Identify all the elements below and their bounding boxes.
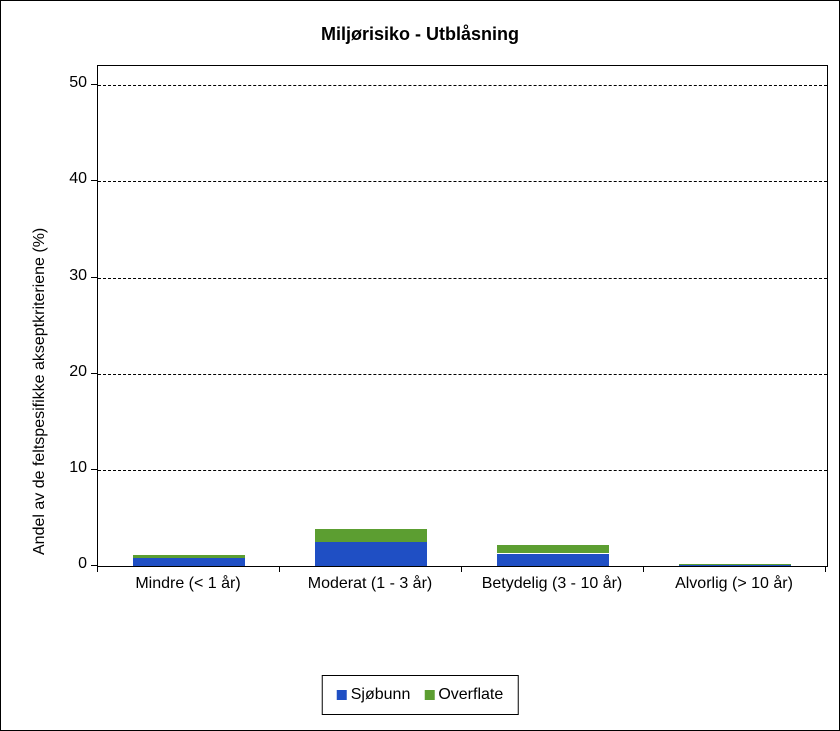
gridline [98,374,827,375]
y-axis-label: Andel av de feltspesifikke akseptkriteri… [31,228,49,555]
bar-sjøbunn [315,542,427,566]
x-tick-mark [461,566,462,572]
x-tick-label: Alvorlig (> 10 år) [643,575,825,593]
chart-container: Miljørisiko - Utblåsning01020304050Andel… [0,0,840,731]
gridline [98,470,827,471]
y-tick-mark [91,373,97,374]
x-tick-mark [643,566,644,572]
legend-label: Sjøbunn [351,686,411,704]
bar-overflate [679,564,791,565]
legend-item: Sjøbunn [337,686,411,704]
y-tick-label: 50 [1,74,87,92]
bar-overflate [315,529,427,542]
bar-sjøbunn [133,558,245,566]
chart-title: Miljørisiko - Utblåsning [1,24,839,45]
y-tick-mark [91,277,97,278]
gridline [98,85,827,86]
x-tick-label: Betydelig (3 - 10 år) [461,575,643,593]
x-tick-label: Mindre (< 1 år) [97,575,279,593]
plot-area [97,65,828,567]
bar-overflate [497,545,609,554]
bar-sjøbunn [497,554,609,567]
legend-swatch [337,690,347,700]
legend-item: Overflate [424,686,503,704]
legend: Sjøbunn Overflate [322,675,519,715]
y-tick-label: 40 [1,170,87,188]
legend-label: Overflate [438,686,503,704]
x-tick-label: Moderat (1 - 3 år) [279,575,461,593]
y-tick-mark [91,180,97,181]
y-tick-mark [91,84,97,85]
y-tick-mark [91,469,97,470]
x-tick-mark [97,566,98,572]
x-tick-mark [279,566,280,572]
bar-sjøbunn [679,565,791,566]
y-tick-label: 0 [1,555,87,573]
x-tick-mark [825,566,826,572]
bar-overflate [133,555,245,557]
gridline [98,181,827,182]
legend-swatch [424,690,434,700]
gridline [98,278,827,279]
